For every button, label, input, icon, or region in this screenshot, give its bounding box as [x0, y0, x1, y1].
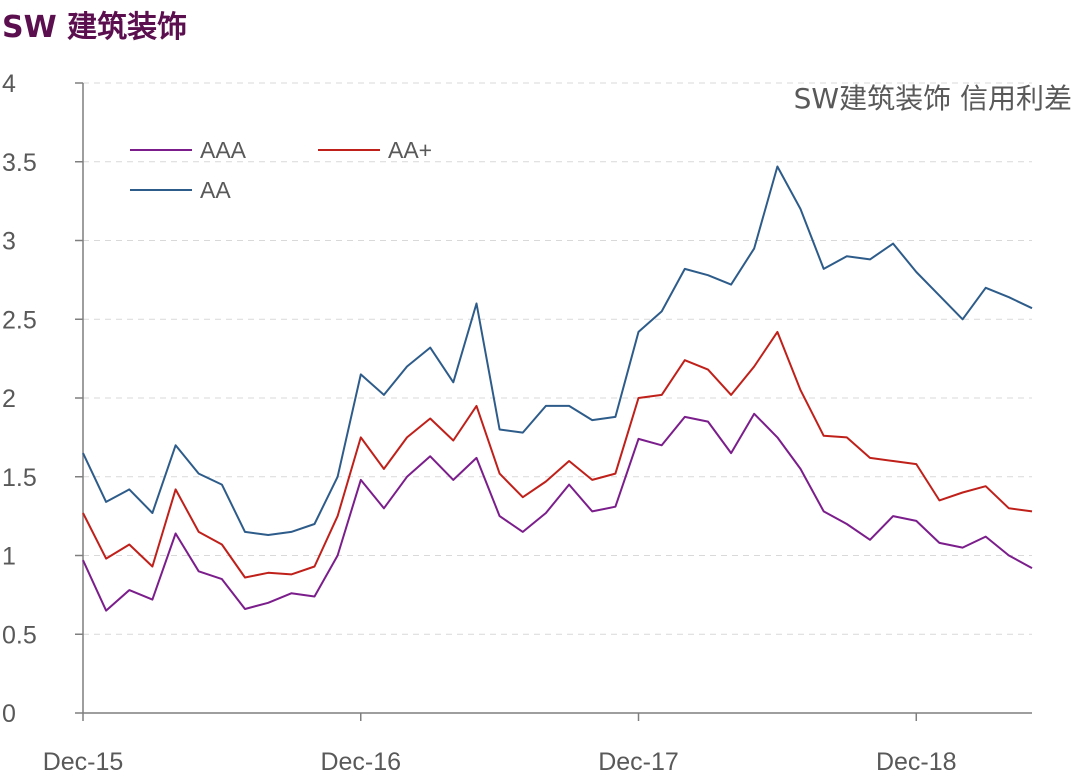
- y-tick-label: 3.5: [2, 149, 37, 177]
- x-tick-label: Dec-15: [43, 748, 124, 776]
- y-tick-label: 1: [2, 543, 16, 571]
- y-tick-label: 2.5: [2, 306, 37, 334]
- x-axis-ticks: Dec-15 Dec-16 Dec-17 Dec-18: [43, 713, 957, 776]
- y-tick-label: 0: [2, 700, 16, 728]
- x-tick-label: Dec-16: [320, 748, 401, 776]
- x-tick-label: Dec-18: [876, 748, 957, 776]
- legend-label: AA: [200, 177, 231, 203]
- chart-title: SW建筑装饰 信用利差: [794, 82, 1072, 115]
- y-tick-label: 3: [2, 228, 16, 256]
- y-tick-label: 2: [2, 385, 16, 413]
- legend-label: AAA: [200, 137, 247, 163]
- gridlines: [83, 82, 1032, 635]
- y-axis-ticks: 0 0.5 1 1.5 2 2.5 3 3.5 4: [2, 70, 83, 728]
- y-tick-label: 1.5: [2, 464, 37, 492]
- page-title: SW 建筑装饰: [2, 10, 188, 45]
- y-tick-label: 0.5: [2, 621, 37, 649]
- series-lines: [82, 165, 1033, 612]
- legend: AAA AA+ AA: [130, 137, 432, 203]
- y-tick-label: 4: [2, 70, 16, 98]
- x-tick-label: Dec-17: [598, 748, 679, 776]
- series-line-aaa: [82, 412, 1033, 612]
- series-line-aa-plus: [82, 330, 1033, 579]
- legend-label: AA+: [388, 137, 432, 163]
- series-line-aa: [82, 165, 1033, 536]
